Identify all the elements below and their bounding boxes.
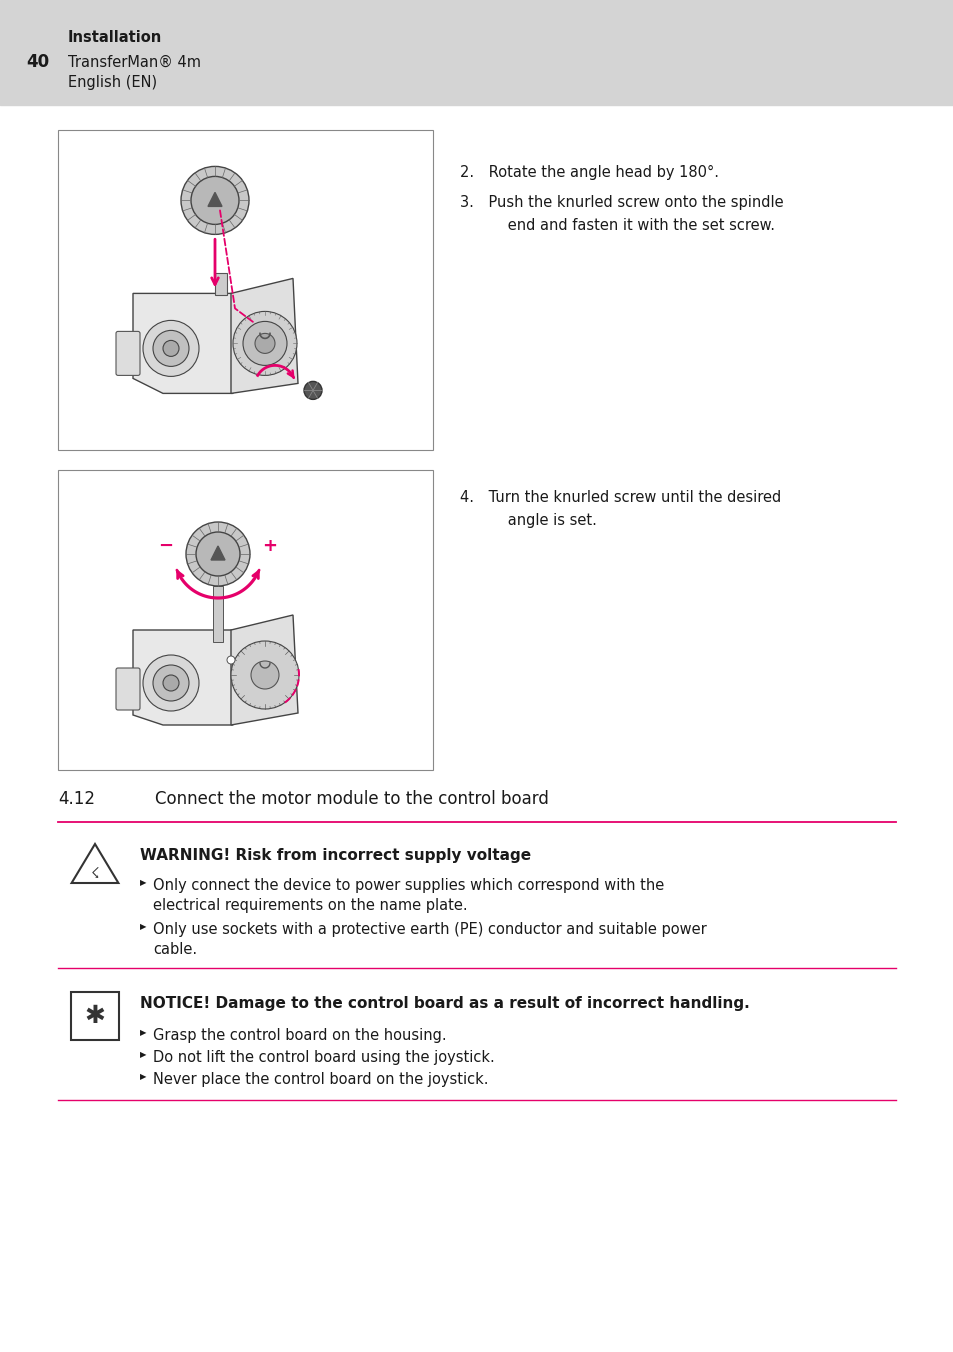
Polygon shape [231, 615, 297, 725]
Text: 2. Rotate the angle head by 180°.: 2. Rotate the angle head by 180°. [459, 165, 719, 180]
Bar [214, 273, 227, 295]
Text: cable.: cable. [152, 942, 197, 957]
Bar [58, 470, 433, 771]
Polygon shape [132, 293, 233, 393]
FancyBboxPatch shape [116, 668, 140, 710]
Circle shape [181, 166, 249, 234]
Circle shape [143, 654, 199, 711]
Text: −: − [158, 537, 173, 556]
Text: +: + [262, 537, 277, 556]
Text: electrical requirements on the name plate.: electrical requirements on the name plat… [152, 898, 467, 913]
Text: ▶: ▶ [140, 1072, 147, 1082]
Circle shape [254, 334, 274, 353]
Circle shape [195, 531, 240, 576]
Polygon shape [132, 630, 233, 725]
Text: 3. Push the knurled screw onto the spindle: 3. Push the knurled screw onto the spind… [459, 195, 782, 210]
Text: end and fasten it with the set screw.: end and fasten it with the set screw. [479, 218, 774, 233]
Circle shape [227, 656, 234, 664]
Text: ▶: ▶ [140, 877, 147, 887]
Text: ▶: ▶ [140, 922, 147, 932]
Circle shape [152, 330, 189, 366]
Bar [213, 585, 223, 642]
Text: angle is set.: angle is set. [479, 512, 597, 529]
Text: English (EN): English (EN) [68, 74, 157, 89]
Polygon shape [211, 546, 225, 560]
Text: 4.12: 4.12 [58, 790, 95, 808]
Text: 4. Turn the knurled screw until the desired: 4. Turn the knurled screw until the desi… [459, 489, 781, 506]
Circle shape [233, 311, 296, 376]
Text: ☇: ☇ [91, 867, 99, 882]
Circle shape [163, 341, 179, 357]
Text: ✱: ✱ [85, 1005, 106, 1028]
Text: WARNING! Risk from incorrect supply voltage: WARNING! Risk from incorrect supply volt… [140, 848, 531, 863]
Circle shape [304, 381, 322, 399]
Polygon shape [208, 192, 222, 207]
Bar [71, 992, 119, 1040]
Circle shape [143, 320, 199, 376]
Bar [58, 130, 433, 450]
Text: Connect the motor module to the control board: Connect the motor module to the control … [154, 790, 548, 808]
FancyBboxPatch shape [116, 331, 140, 376]
Text: NOTICE! Damage to the control board as a result of incorrect handling.: NOTICE! Damage to the control board as a… [140, 996, 749, 1011]
Circle shape [152, 665, 189, 700]
Text: TransferMan® 4m: TransferMan® 4m [68, 54, 201, 69]
Text: Grasp the control board on the housing.: Grasp the control board on the housing. [152, 1028, 446, 1042]
Text: Installation: Installation [68, 31, 162, 46]
Text: Only use sockets with a protective earth (PE) conductor and suitable power: Only use sockets with a protective earth… [152, 922, 706, 937]
Bar [0, 0, 953, 105]
Polygon shape [231, 279, 297, 393]
Text: Only connect the device to power supplies which correspond with the: Only connect the device to power supplie… [152, 877, 663, 894]
Circle shape [251, 661, 278, 690]
Circle shape [231, 641, 298, 708]
Text: ▶: ▶ [140, 1051, 147, 1059]
Circle shape [186, 522, 250, 585]
Circle shape [243, 322, 287, 365]
Circle shape [163, 675, 179, 691]
Polygon shape [71, 844, 118, 883]
Text: 40: 40 [27, 53, 50, 72]
Text: Never place the control board on the joystick.: Never place the control board on the joy… [152, 1072, 488, 1087]
Text: Do not lift the control board using the joystick.: Do not lift the control board using the … [152, 1051, 495, 1065]
Text: ▶: ▶ [140, 1028, 147, 1037]
Circle shape [191, 176, 239, 224]
